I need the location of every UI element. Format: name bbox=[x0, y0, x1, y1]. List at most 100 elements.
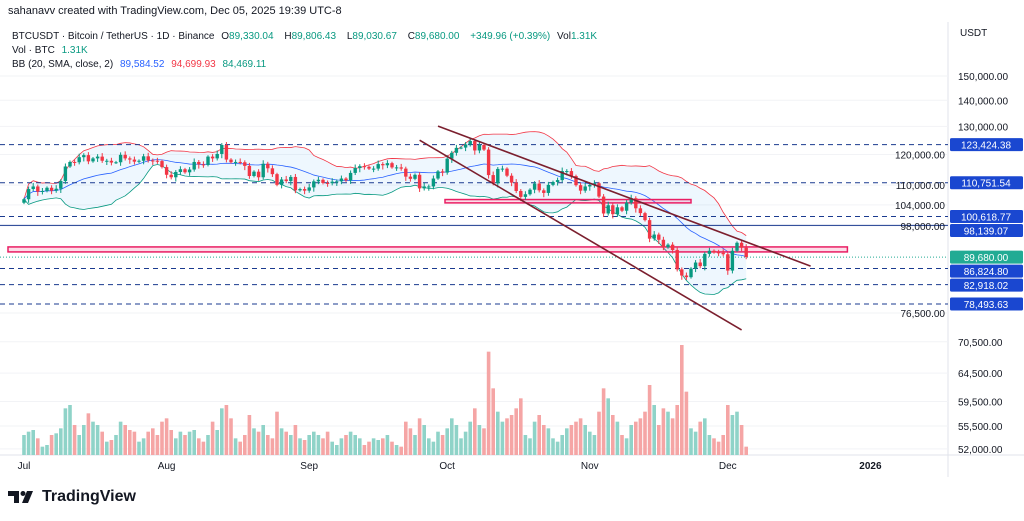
price-badge bbox=[950, 278, 1023, 292]
x-tick-label: Nov bbox=[581, 461, 599, 472]
volume-bar bbox=[348, 431, 353, 455]
candle-body bbox=[187, 169, 192, 173]
volume-bar bbox=[367, 441, 371, 455]
candle-body bbox=[289, 176, 293, 182]
candle-body bbox=[128, 158, 132, 160]
candle-body bbox=[689, 268, 693, 278]
volume-bar bbox=[385, 435, 390, 455]
x-tick-label: Oct bbox=[439, 461, 455, 472]
candle-body bbox=[376, 164, 380, 169]
volume-bar bbox=[703, 418, 707, 455]
price-badge-label: 89,680.00 bbox=[964, 253, 1009, 264]
volume-bar bbox=[666, 411, 670, 455]
volume-bar bbox=[578, 418, 583, 455]
candle-body bbox=[371, 168, 376, 170]
volume-bar bbox=[312, 431, 316, 455]
volume-bar bbox=[146, 431, 150, 455]
candle-body bbox=[105, 160, 109, 162]
volume-bar bbox=[77, 435, 81, 455]
candle-body bbox=[399, 167, 403, 169]
volume-bar bbox=[118, 421, 123, 455]
candle-body bbox=[261, 163, 265, 178]
volume-bar bbox=[284, 431, 288, 455]
volume-bar bbox=[735, 411, 739, 455]
tradingview-logo[interactable]: TradingView bbox=[8, 488, 136, 506]
volume-bar bbox=[592, 435, 597, 455]
volume-bar bbox=[634, 421, 638, 455]
volume-bar bbox=[105, 441, 109, 455]
candle-body bbox=[266, 163, 270, 169]
volume-bar bbox=[620, 435, 624, 455]
volume-bar bbox=[114, 435, 118, 455]
candle-body bbox=[307, 187, 311, 191]
candle-body bbox=[123, 154, 127, 159]
candle-body bbox=[192, 161, 196, 170]
trendline bbox=[437, 125, 811, 267]
candle-body bbox=[31, 186, 35, 190]
volume-bar bbox=[335, 445, 339, 455]
volume-bar bbox=[509, 415, 514, 455]
volume-bar bbox=[597, 411, 601, 455]
x-tick-label: Dec bbox=[719, 461, 737, 472]
candle-body bbox=[408, 176, 413, 179]
candle-body bbox=[707, 250, 712, 254]
close-label: C bbox=[407, 31, 415, 42]
legend-bb-row[interactable]: BB (20, SMA, close, 2) 89,584.52 94,699.… bbox=[12, 58, 605, 72]
candle-body bbox=[275, 174, 279, 185]
candle-body bbox=[638, 208, 643, 214]
vol-label: Vol bbox=[557, 31, 571, 42]
bb-lower-value: 84,469.11 bbox=[222, 59, 267, 70]
volume-bar bbox=[31, 430, 35, 455]
candle-body bbox=[542, 190, 546, 193]
candle-body bbox=[233, 161, 238, 163]
symbol-label[interactable]: BTCUSDT · Bitcoin / TetherUS · 1D · Bina… bbox=[12, 31, 215, 42]
candle-body bbox=[744, 247, 748, 258]
currency-label[interactable]: USDT bbox=[960, 28, 988, 39]
volume-bar bbox=[270, 438, 275, 455]
candle-body bbox=[224, 144, 229, 160]
volume-bar bbox=[638, 418, 643, 455]
volume-bar bbox=[588, 431, 592, 455]
legend: BTCUSDT · Bitcoin / TetherUS · 1D · Bina… bbox=[12, 30, 605, 72]
candle-body bbox=[611, 205, 615, 215]
volume-bar bbox=[201, 441, 206, 455]
volume-bar bbox=[325, 431, 330, 455]
candle-body bbox=[316, 179, 321, 182]
candle-body bbox=[473, 141, 477, 151]
high-value: 89,806.43 bbox=[291, 31, 337, 42]
volume-bar bbox=[229, 418, 233, 455]
volume-bar bbox=[684, 391, 689, 455]
volume-bar bbox=[661, 408, 666, 455]
candle-body bbox=[427, 186, 431, 188]
price-badge bbox=[950, 224, 1023, 238]
volume-bar bbox=[132, 431, 137, 455]
candle-body bbox=[496, 168, 500, 184]
candle-body bbox=[560, 171, 564, 181]
price-badge-label: 123,424.38 bbox=[961, 140, 1011, 151]
x-tick-label: Aug bbox=[158, 461, 176, 472]
volume-bar bbox=[72, 425, 77, 455]
candle-body bbox=[155, 160, 160, 162]
volume-bar bbox=[542, 425, 546, 455]
candle-body bbox=[537, 183, 541, 191]
high-label: H bbox=[284, 31, 292, 42]
volume-bar bbox=[197, 438, 201, 455]
price-badge-label: 100,618.77 bbox=[961, 212, 1011, 223]
candle-body bbox=[183, 169, 187, 173]
volume-bar bbox=[26, 431, 31, 455]
candle-body bbox=[160, 161, 164, 168]
candle-body bbox=[629, 198, 633, 203]
candle-body bbox=[298, 189, 302, 191]
legend-volume-row[interactable]: Vol · BTC 1.31K bbox=[12, 44, 605, 58]
price-badge-label: 110,751.54 bbox=[961, 179, 1011, 190]
candle-body bbox=[680, 269, 684, 276]
volume-bar bbox=[689, 428, 693, 455]
candle-body bbox=[40, 190, 45, 192]
volume-bar bbox=[399, 446, 403, 455]
volume-bar bbox=[519, 398, 523, 455]
candle-body bbox=[509, 175, 514, 183]
bb-lower-line bbox=[23, 164, 747, 295]
volume-bar bbox=[316, 435, 321, 455]
price-badge bbox=[950, 250, 1023, 264]
